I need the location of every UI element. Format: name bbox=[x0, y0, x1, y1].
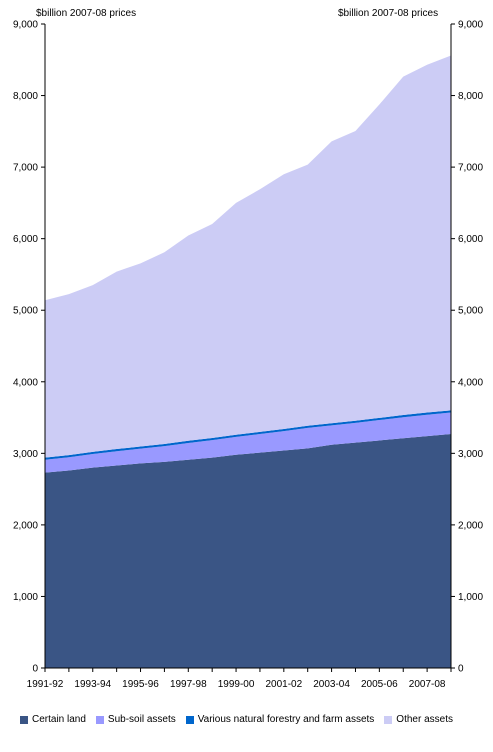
y-tick-label-right: 2,000 bbox=[458, 520, 483, 531]
legend-item: Other assets bbox=[384, 714, 453, 725]
x-tick-label: 1999-00 bbox=[218, 679, 255, 690]
y-tick-label-right: 8,000 bbox=[458, 91, 483, 102]
legend-item: Sub-soil assets bbox=[95, 714, 176, 725]
y-tick-label-left: 9,000 bbox=[13, 20, 38, 31]
x-tick-label: 2003-04 bbox=[313, 679, 350, 690]
y-tick-label-left: 2,000 bbox=[13, 520, 38, 531]
x-tick-label: 1995-96 bbox=[122, 679, 159, 690]
legend-label: Sub-soil assets bbox=[107, 714, 176, 725]
area-certain-land bbox=[45, 434, 451, 668]
x-tick-label: 2001-02 bbox=[265, 679, 302, 690]
legend-swatch bbox=[384, 715, 393, 724]
area-other-assets bbox=[45, 55, 451, 458]
legend-item: Various natural forestry and farm assets bbox=[185, 714, 375, 725]
y-tick-label-left: 3,000 bbox=[13, 449, 38, 460]
x-tick-label: 1993-94 bbox=[74, 679, 111, 690]
legend-label: Other assets bbox=[396, 714, 453, 725]
y-tick-label-right: 9,000 bbox=[458, 20, 483, 31]
area-various-natural-forestry-and-farm-assets bbox=[45, 410, 451, 460]
y-tick-label-right: 7,000 bbox=[458, 163, 483, 174]
x-tick-label: 1991-92 bbox=[27, 679, 64, 690]
y-tick-label-right: 3,000 bbox=[458, 449, 483, 460]
chart-areas bbox=[45, 55, 451, 668]
x-tick-label: 1997-98 bbox=[170, 679, 207, 690]
y-tick-label-left: 7,000 bbox=[13, 163, 38, 174]
legend-label: Various natural forestry and farm assets bbox=[197, 714, 375, 725]
area-sub-soil-assets bbox=[45, 412, 451, 473]
y-tick-label-left: 0 bbox=[32, 664, 38, 675]
y-tick-label-right: 1,000 bbox=[458, 592, 483, 603]
left-axis-unit-label: $billion 2007-08 prices bbox=[36, 8, 137, 19]
y-tick-label-left: 6,000 bbox=[13, 234, 38, 245]
y-tick-label-left: 5,000 bbox=[13, 306, 38, 317]
y-tick-label-left: 1,000 bbox=[13, 592, 38, 603]
legend-label: Certain land bbox=[32, 714, 86, 725]
legend-swatch bbox=[95, 715, 104, 724]
y-tick-label-right: 6,000 bbox=[458, 234, 483, 245]
y-tick-label-left: 8,000 bbox=[13, 91, 38, 102]
right-axis-unit-label: $billion 2007-08 prices bbox=[338, 8, 439, 19]
y-tick-label-left: 4,000 bbox=[13, 377, 38, 388]
y-tick-label-right: 4,000 bbox=[458, 377, 483, 388]
legend-swatch bbox=[20, 715, 28, 724]
legend-swatch bbox=[185, 715, 194, 724]
legend-item: Certain land bbox=[20, 714, 86, 725]
x-tick-label: 2007-08 bbox=[409, 679, 446, 690]
chart-axes: 0 0 1,000 1,000 2,000 2,000 3,000 3,000 4,000 4,0… bbox=[13, 20, 483, 691]
y-tick-label-right: 5,000 bbox=[458, 306, 483, 317]
y-tick-label-right: 0 bbox=[458, 664, 464, 675]
chart-legend: Certain land Sub-soil assets Various natur… bbox=[20, 714, 463, 725]
x-tick-label: 2005-06 bbox=[361, 679, 398, 690]
